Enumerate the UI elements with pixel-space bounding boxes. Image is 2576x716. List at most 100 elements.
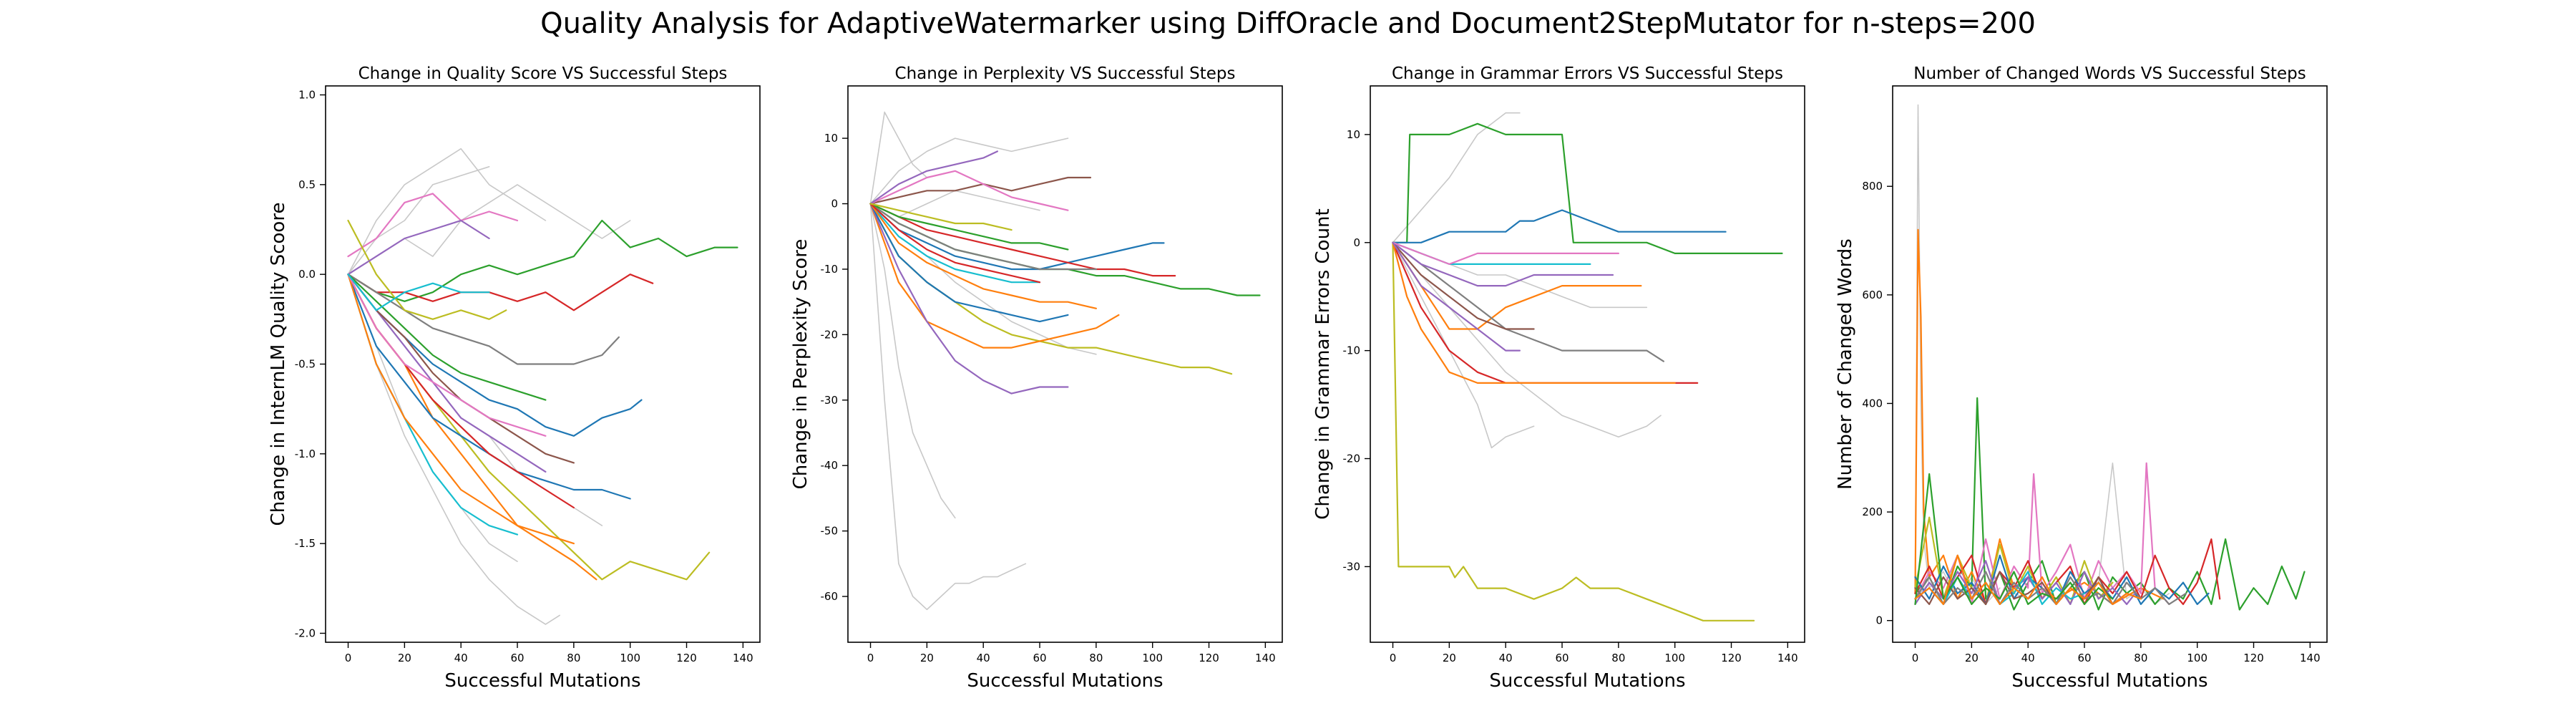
x-tick-label: 140	[733, 652, 753, 664]
x-tick-label: 80	[2134, 652, 2147, 664]
y-tick-label: 800	[1862, 180, 1883, 193]
x-tick-label: 100	[620, 652, 640, 664]
y-tick-label: 10	[824, 132, 838, 145]
x-tick-label: 20	[1443, 652, 1456, 664]
x-tick-label: 0	[1912, 652, 1919, 664]
x-tick-label: 120	[2243, 652, 2264, 664]
x-tick-label: 40	[1499, 652, 1513, 664]
chart-title: Change in Grammar Errors VS Successful S…	[1392, 64, 1783, 83]
x-tick-label: 0	[345, 652, 352, 664]
x-tick-label: 140	[2300, 652, 2321, 664]
series-line-15	[869, 203, 1041, 284]
series-line-18	[869, 203, 956, 519]
series-line-11	[869, 150, 999, 205]
x-tick-label: 0	[867, 652, 874, 664]
x-tick-label: 140	[1255, 652, 1276, 664]
series-line-6	[347, 274, 620, 365]
x-axis-label: Successful Mutations	[1489, 670, 1685, 692]
chart-panel-3: 0 20 40 60 80 100 120 140 -30 -20 -10 0 10 Change in …	[1312, 64, 1805, 692]
series-line-12	[347, 274, 631, 500]
series-line-9	[347, 274, 547, 473]
series-line-16	[347, 219, 490, 276]
series-line-10	[1392, 241, 1535, 330]
y-tick-label: -10	[1343, 344, 1361, 357]
y-axis-label: Change in Grammar Errors Count	[1312, 208, 1334, 519]
series-line-19	[347, 147, 547, 276]
x-tick-label: 80	[1611, 652, 1625, 664]
y-tick-label: 0.0	[298, 268, 316, 281]
y-tick-label: -20	[1343, 453, 1361, 465]
x-tick-label: 40	[2021, 652, 2035, 664]
series-line-6	[1392, 241, 1676, 384]
series-line-11	[1914, 473, 2114, 606]
series-group	[347, 147, 738, 625]
y-tick-label: -50	[821, 525, 839, 538]
series-line-2	[1392, 122, 1783, 254]
y-tick-label: 1.0	[298, 89, 316, 102]
y-tick-label: -0.5	[295, 358, 316, 371]
series-line-12	[869, 203, 1069, 323]
axes-frame	[847, 85, 1283, 643]
series-line-15	[347, 274, 575, 545]
x-axis-label: Successful Mutations	[2011, 670, 2207, 692]
series-line-11	[347, 219, 507, 320]
series-line-14	[869, 203, 1069, 251]
y-axis-label: Change in Perplexity Score	[790, 239, 811, 490]
series-line-13	[869, 203, 1098, 309]
series-line-23	[347, 166, 490, 276]
x-tick-label: 60	[510, 652, 524, 664]
series-line-11	[1392, 241, 1619, 265]
x-tick-label: 20	[398, 652, 411, 664]
series-line-5	[347, 274, 597, 581]
series-line-12	[1914, 554, 2142, 606]
x-tick-label: 20	[1965, 652, 1979, 664]
series-line-9	[1914, 571, 2142, 606]
y-tick-label: 10	[1347, 128, 1360, 141]
x-tick-label: 140	[1777, 652, 1798, 664]
x-axis-label: Successful Mutations	[967, 670, 1163, 692]
series-line-13	[1914, 104, 2001, 605]
x-tick-label: 120	[1721, 652, 1742, 664]
x-tick-label: 80	[567, 652, 580, 664]
y-tick-label: -2.0	[295, 626, 316, 639]
series-line-2	[347, 274, 654, 311]
chart-title: Number of Changed Words VS Successful St…	[1913, 64, 2306, 83]
chart-title: Change in Perplexity VS Successful Steps	[895, 64, 1236, 83]
axes-frame	[1892, 85, 2328, 643]
series-line-19	[869, 137, 1069, 205]
series-line-13	[1392, 112, 1521, 243]
series-line-5	[869, 203, 1176, 277]
chart-title: Change in Quality Score VS Successful St…	[358, 64, 728, 83]
series-line-1	[1392, 241, 1755, 621]
series-line-8	[869, 170, 1069, 211]
series-group	[869, 111, 1261, 611]
chart-panel-1: 0 20 40 60 80 100 120 140 -2.0 -1.5 -1.0 -0.5 0.0 0.5…	[268, 64, 761, 692]
x-tick-label: 80	[1089, 652, 1103, 664]
series-line-3	[1392, 209, 1727, 243]
series-line-14	[347, 274, 547, 401]
y-axis-label: Number of Changed Words	[1835, 238, 1856, 490]
series-line-7	[869, 203, 1069, 395]
x-tick-label: 100	[1664, 652, 1685, 664]
x-tick-label: 0	[1390, 652, 1397, 664]
series-line-7	[347, 193, 519, 258]
chart-panel-4: 0 20 40 60 80 100 120 140 0 200 400 600 800 Number of…	[1835, 64, 2328, 692]
axes-frame	[1370, 85, 1805, 643]
series-line-13	[347, 274, 575, 509]
series-line-24	[347, 274, 603, 526]
series-line-17	[347, 274, 547, 437]
series-line-9	[869, 203, 1041, 284]
y-axis-label: Change in InternLM Quality Scoore	[268, 203, 289, 526]
y-tick-label: -10	[821, 263, 839, 276]
series-line-12	[1392, 241, 1521, 352]
series-group	[1392, 112, 1783, 621]
y-tick-label: -40	[821, 459, 839, 472]
x-tick-label: 100	[1142, 652, 1163, 664]
chart-panel-2: 0 20 40 60 80 100 120 140 -60 -50 -40 -30 -20 -10 0 10 C…	[790, 64, 1283, 692]
series-line-14	[1392, 241, 1535, 449]
y-tick-label: 0.5	[298, 178, 316, 191]
series-line-8	[1392, 241, 1614, 287]
series-line-4	[869, 203, 1165, 271]
x-axis-label: Successful Mutations	[444, 670, 640, 692]
